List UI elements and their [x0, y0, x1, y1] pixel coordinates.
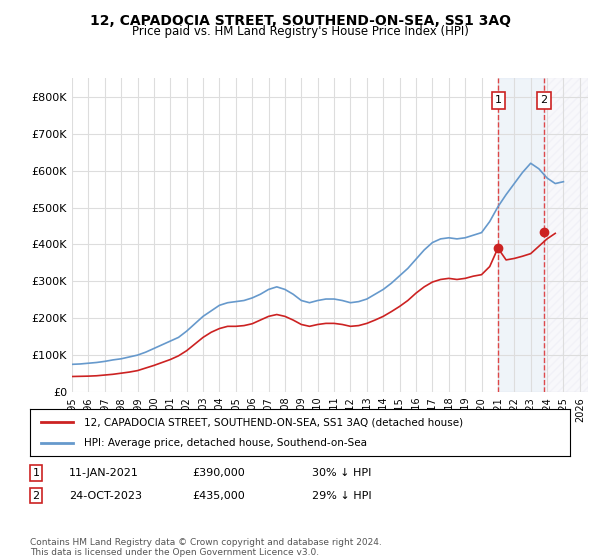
Text: 24-OCT-2023: 24-OCT-2023: [69, 491, 142, 501]
Bar: [544, 78, 588, 392]
Text: £435,000: £435,000: [192, 491, 245, 501]
Text: 1: 1: [495, 95, 502, 105]
Text: 12, CAPADOCIA STREET, SOUTHEND-ON-SEA, SS1 3AQ: 12, CAPADOCIA STREET, SOUTHEND-ON-SEA, S…: [89, 14, 511, 28]
Text: HPI: Average price, detached house, Southend-on-Sea: HPI: Average price, detached house, Sout…: [84, 438, 367, 448]
Text: Price paid vs. HM Land Registry's House Price Index (HPI): Price paid vs. HM Land Registry's House …: [131, 25, 469, 38]
Text: 11-JAN-2021: 11-JAN-2021: [69, 468, 139, 478]
Text: 30% ↓ HPI: 30% ↓ HPI: [312, 468, 371, 478]
Text: Contains HM Land Registry data © Crown copyright and database right 2024.
This d: Contains HM Land Registry data © Crown c…: [30, 538, 382, 557]
Text: 1: 1: [32, 468, 40, 478]
Bar: [499, 78, 544, 392]
Text: 12, CAPADOCIA STREET, SOUTHEND-ON-SEA, SS1 3AQ (detached house): 12, CAPADOCIA STREET, SOUTHEND-ON-SEA, S…: [84, 417, 463, 427]
Text: 29% ↓ HPI: 29% ↓ HPI: [312, 491, 371, 501]
Text: £390,000: £390,000: [192, 468, 245, 478]
Text: 2: 2: [541, 95, 547, 105]
Text: 2: 2: [32, 491, 40, 501]
